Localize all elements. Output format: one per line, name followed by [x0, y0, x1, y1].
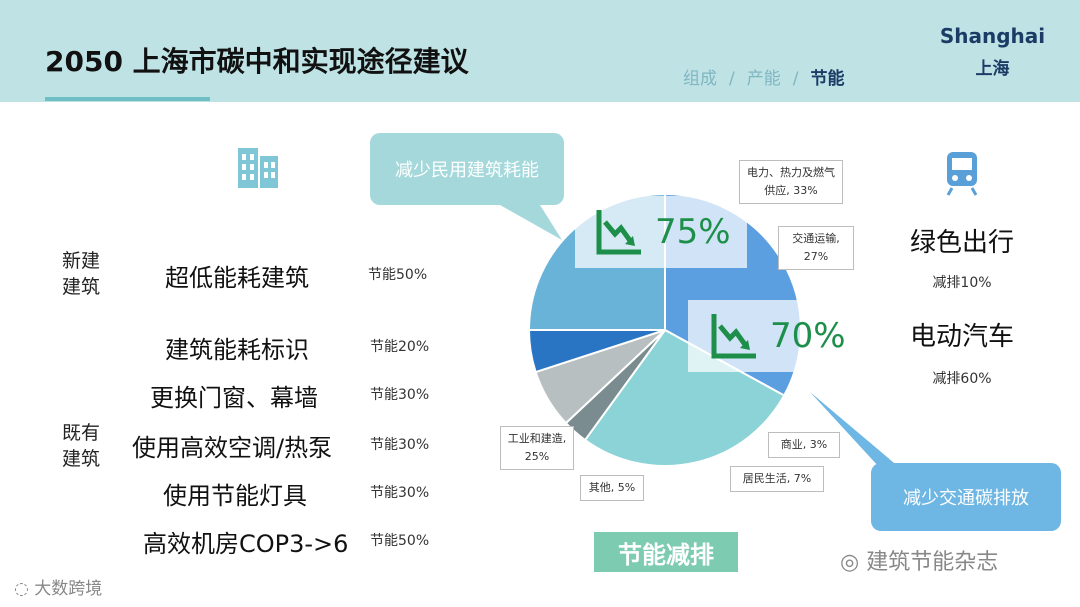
building-callout-tail: [500, 205, 562, 240]
slice-label-power-heat-gas: 电力、热力及燃气供应, 33%: [739, 160, 843, 204]
saving-electric-vehicle: 减排60%: [932, 371, 992, 387]
trend-down-icon: [596, 210, 641, 255]
saving-efficient-lighting: 节能30%: [370, 485, 430, 501]
transport-callout: 减少交通碳排放: [871, 463, 1061, 531]
transport-reduction-value: 70%: [770, 316, 846, 356]
watermark-brand: ◌ 大数跨境: [14, 574, 102, 599]
title-underline: [45, 97, 210, 101]
breadcrumb-item-composition[interactable]: 组成: [683, 69, 717, 89]
city-name-cn: 上海: [975, 59, 1010, 79]
saving-energy-label: 节能20%: [370, 339, 430, 355]
measure-electric-vehicle: 电动汽车: [909, 322, 1014, 352]
watermark-magazine: ◎ 建筑节能杂志: [840, 544, 998, 576]
existing-building-label: 既有建筑: [62, 422, 101, 470]
measure-efficient-hvac: 使用高效空调/热泵: [132, 434, 333, 462]
trend-down-icon: [711, 314, 756, 359]
header-band: 2050 上海市碳中和实现途径建议 组成 / 产能 / 节能 Shanghai 上海: [0, 0, 1080, 102]
slice-label-residential: 居民生活, 7%: [730, 466, 824, 492]
measure-efficient-plant-room: 高效机房COP3->6: [143, 530, 349, 558]
building-icon: [238, 148, 278, 188]
building-reduction-box: 75%: [575, 196, 747, 268]
brand-logo-icon: ◌: [14, 579, 29, 599]
slice-label-transport: 交通运输, 27%: [778, 226, 854, 270]
new-building-label: 新建建筑: [62, 250, 101, 298]
energy-saving-badge: 节能减排: [594, 532, 738, 572]
building-reduction-value: 75%: [655, 212, 731, 252]
wechat-icon: ◎: [840, 550, 860, 575]
city-label: Shanghai 上海: [930, 24, 1055, 79]
building-callout: 减少民用建筑耗能: [370, 133, 564, 205]
watermark-brand-text: 大数跨境: [34, 579, 103, 599]
breadcrumb-separator: /: [729, 69, 735, 89]
saving-green-travel: 减排10%: [932, 275, 992, 291]
breadcrumb-item-energy-saving[interactable]: 节能: [810, 69, 845, 89]
measure-ultra-low-energy: 超低能耗建筑: [165, 264, 309, 292]
measure-windows-curtain-wall: 更换门窗、幕墙: [150, 384, 318, 412]
breadcrumb: 组成 / 产能 / 节能: [683, 64, 844, 89]
page-title: 2050 上海市碳中和实现途径建议: [45, 45, 469, 78]
slice-label-other: 其他, 5%: [580, 475, 644, 501]
pie-slice-1: [583, 328, 786, 467]
measure-efficient-lighting: 使用节能灯具: [163, 482, 307, 510]
watermark-magazine-text: 建筑节能杂志: [866, 550, 999, 575]
transport-callout-tail: [810, 392, 900, 468]
saving-ultra-low-energy: 节能50%: [368, 267, 428, 283]
train-icon: [946, 152, 978, 196]
saving-efficient-plant-room: 节能50%: [370, 533, 430, 549]
slice-label-industry-construction: 工业和建造, 25%: [500, 426, 574, 470]
measure-green-travel: 绿色出行: [909, 228, 1014, 258]
saving-efficient-hvac: 节能30%: [370, 437, 430, 453]
city-name-en: Shanghai: [939, 24, 1046, 48]
transport-reduction-box: 70%: [688, 300, 860, 372]
measure-energy-label: 建筑能耗标识: [165, 336, 309, 364]
breadcrumb-separator: /: [792, 69, 799, 89]
slice-label-commerce: 商业, 3%: [768, 432, 840, 458]
saving-windows-curtain-wall: 节能30%: [370, 387, 430, 403]
breadcrumb-item-production[interactable]: 产能: [746, 69, 781, 89]
